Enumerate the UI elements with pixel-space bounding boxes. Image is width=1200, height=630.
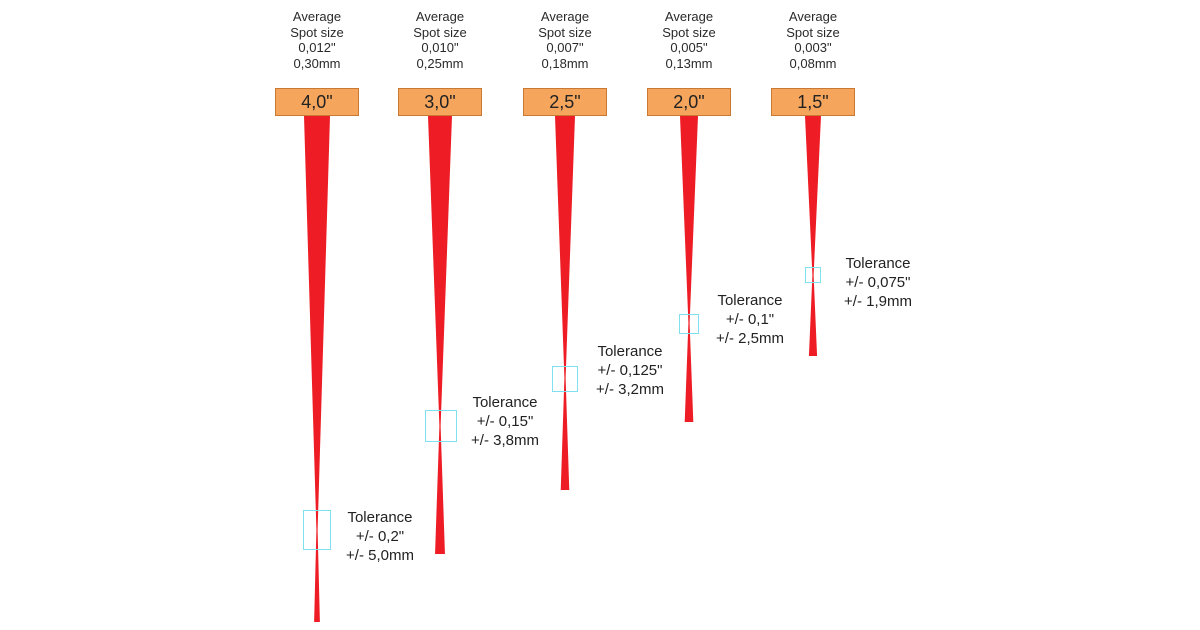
tolerance-mm: +/- 1,9mm (844, 293, 912, 310)
spot-size-spot-label: Average (664, 9, 714, 24)
tolerance-in: +/- 0,075" (845, 274, 911, 291)
tolerance-mm: +/- 3,8mm (471, 432, 539, 449)
spot-size-spot-label: Average (540, 9, 590, 24)
spot-size-spot-mm: 0,30mm (293, 55, 341, 71)
lens-focal-length-box: 3,0" (398, 88, 482, 116)
tolerance-mm: +/- 2,5mm (716, 330, 784, 347)
spot-size-spot-in: 0,005" (670, 40, 708, 55)
spot-size-spot-label2: Spot size (662, 24, 716, 40)
spot-size-spot-in: 0,003" (794, 40, 832, 55)
lens-focal-length-box: 2,5" (523, 88, 607, 116)
tolerance-zone-box (805, 267, 821, 283)
spot-size-spot-label2: Spot size (413, 24, 467, 40)
tolerance-label: Tolerance +/- 0,125" +/- 3,2mm (580, 342, 680, 399)
spot-size-info: Average Spot size 0,007" 0,18mm (510, 9, 620, 71)
spot-size-spot-label: Average (292, 9, 342, 24)
laser-beam (428, 116, 452, 554)
spot-size-spot-label2: Spot size (538, 24, 592, 40)
laser-beam (555, 116, 575, 490)
tolerance-label: Tolerance +/- 0,15" +/- 3,8mm (455, 393, 555, 450)
tolerance-mm: +/- 5,0mm (346, 547, 414, 564)
laser-beam (805, 116, 821, 356)
tolerance-label: Tolerance (845, 255, 911, 272)
tolerance-label: Tolerance +/- 0,2" +/- 5,0mm (330, 508, 430, 565)
lens-focal-length-box: 4,0" (275, 88, 359, 116)
tolerance-label: Tolerance +/- 0,1" +/- 2,5mm (700, 291, 800, 348)
lens-focal-length-box: 2,0" (647, 88, 731, 116)
tolerance-in: +/- 0,15" (476, 413, 534, 430)
spot-size-spot-mm: 0,25mm (416, 55, 464, 71)
tolerance-in: +/- 0,125" (597, 362, 663, 379)
spot-size-spot-label2: Spot size (290, 24, 344, 40)
spot-size-spot-label: Average (415, 9, 465, 24)
spot-size-info: Average Spot size 0,005" 0,13mm (634, 9, 744, 71)
tolerance-zone-box (679, 314, 699, 334)
spot-size-spot-label2: Spot size (786, 24, 840, 40)
tolerance-in: +/- 0,2" (355, 528, 405, 545)
tolerance-label: Tolerance (347, 509, 413, 526)
spot-size-spot-in: 0,012" (298, 40, 336, 55)
tolerance-zone-box (425, 410, 457, 442)
spot-size-spot-label: Average (788, 9, 838, 24)
tolerance-in: +/- 0,1" (725, 311, 775, 328)
spot-size-spot-in: 0,007" (546, 40, 584, 55)
spot-size-info: Average Spot size 0,010" 0,25mm (385, 9, 495, 71)
tolerance-label: Tolerance (597, 343, 663, 360)
spot-size-spot-mm: 0,18mm (541, 55, 589, 71)
spot-size-info: Average Spot size 0,003" 0,08mm (758, 9, 868, 71)
tolerance-label: Tolerance +/- 0,075" +/- 1,9mm (828, 254, 928, 311)
spot-size-spot-mm: 0,13mm (665, 55, 713, 71)
tolerance-label: Tolerance (717, 292, 783, 309)
laser-beam (680, 116, 698, 422)
lens-focal-length-box: 1,5" (771, 88, 855, 116)
spot-size-spot-mm: 0,08mm (789, 55, 837, 71)
laser-beam (304, 116, 330, 622)
tolerance-label: Tolerance (472, 394, 538, 411)
spot-size-spot-in: 0,010" (421, 40, 459, 55)
spot-size-info: Average Spot size 0,012" 0,30mm (262, 9, 372, 71)
tolerance-zone-box (552, 366, 578, 392)
tolerance-zone-box (303, 510, 331, 550)
tolerance-mm: +/- 3,2mm (596, 381, 664, 398)
